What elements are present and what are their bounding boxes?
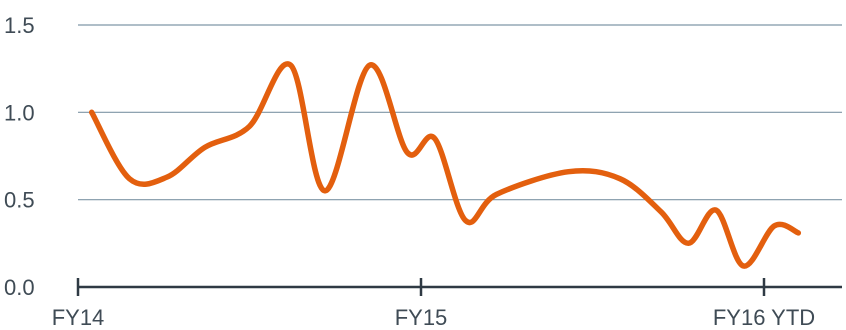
data-point-11 <box>494 192 499 197</box>
series-group <box>88 61 802 269</box>
data-point-6 <box>322 188 327 193</box>
data-point-2 <box>165 174 170 179</box>
x-tick-label-FY14: FY14 <box>52 305 105 330</box>
series-line-0 <box>88 61 802 269</box>
data-point-19 <box>796 230 801 235</box>
gridlines <box>78 24 842 201</box>
y-tick-label-0.0: 0.0 <box>4 275 35 300</box>
data-point-3 <box>202 145 207 150</box>
data-point-15 <box>686 241 691 246</box>
data-point-18 <box>772 223 777 228</box>
data-point-1 <box>127 176 132 181</box>
x-tick-label-FY15: FY15 <box>395 305 448 330</box>
data-point-12 <box>566 169 571 174</box>
data-point-16 <box>713 208 718 213</box>
data-point-5 <box>288 63 293 68</box>
data-point-14 <box>659 209 664 214</box>
data-point-17 <box>741 264 746 269</box>
x-axis: FY14 FY15 FY16 YTD <box>52 278 842 330</box>
data-point-10 <box>463 218 468 223</box>
data-point-4 <box>247 124 252 129</box>
data-point-0 <box>89 110 94 115</box>
y-tick-label-1.0: 1.0 <box>4 100 35 125</box>
y-axis-ticks: 0.0 0.5 1.0 1.5 <box>4 13 35 300</box>
y-tick-label-0.5: 0.5 <box>4 188 35 213</box>
data-point-9 <box>432 136 437 141</box>
y-tick-label-1.5: 1.5 <box>4 13 35 38</box>
x-tick-label-FY16 YTD: FY16 YTD <box>713 305 815 330</box>
data-point-13 <box>617 176 622 181</box>
data-point-8 <box>405 150 410 155</box>
data-point-7 <box>367 63 372 68</box>
